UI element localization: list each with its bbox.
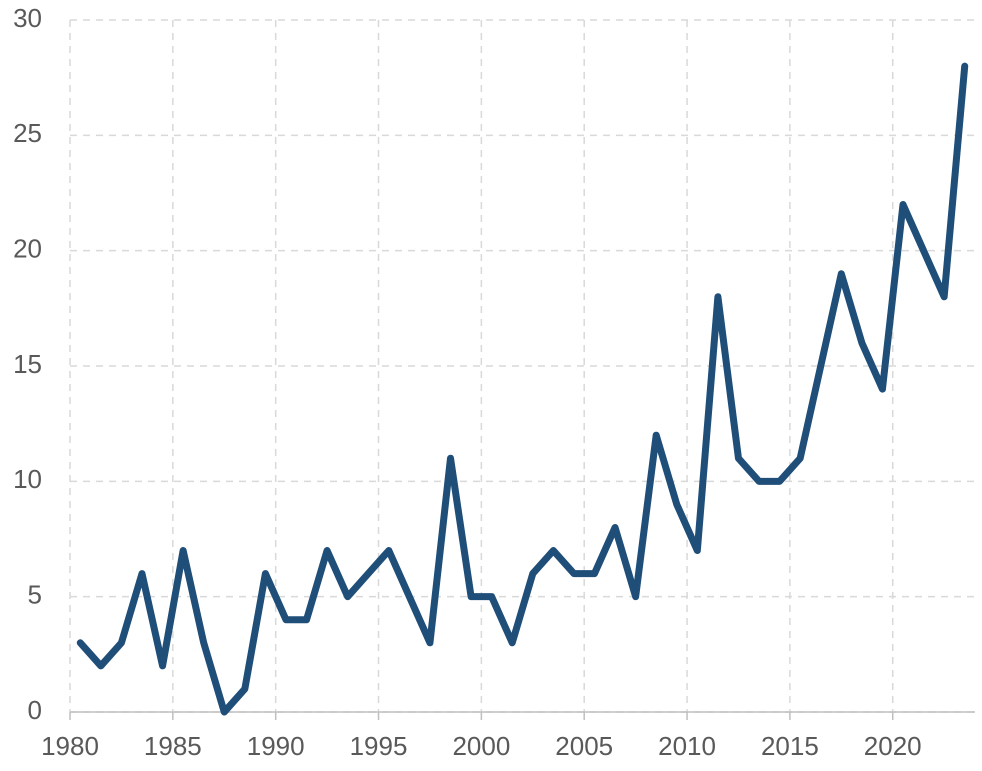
x-tick-label: 2020	[864, 731, 922, 761]
x-tick-label: 1995	[350, 731, 408, 761]
y-tick-label: 20	[13, 234, 42, 264]
x-tick-label: 1980	[41, 731, 99, 761]
y-tick-label: 0	[28, 695, 42, 725]
x-tick-label: 1985	[144, 731, 202, 761]
data-line	[76, 62, 969, 716]
y-tick-label: 25	[13, 118, 42, 148]
y-tick-label: 5	[28, 580, 42, 610]
x-tick-label: 2005	[555, 731, 613, 761]
y-tick-label: 15	[13, 349, 42, 379]
y-tick-label: 10	[13, 464, 42, 494]
x-tick-label: 2015	[761, 731, 819, 761]
x-tick-label: 1990	[247, 731, 305, 761]
y-tick-label: 30	[13, 3, 42, 33]
x-tick-label: 2000	[452, 731, 510, 761]
x-tick-label: 2010	[658, 731, 716, 761]
